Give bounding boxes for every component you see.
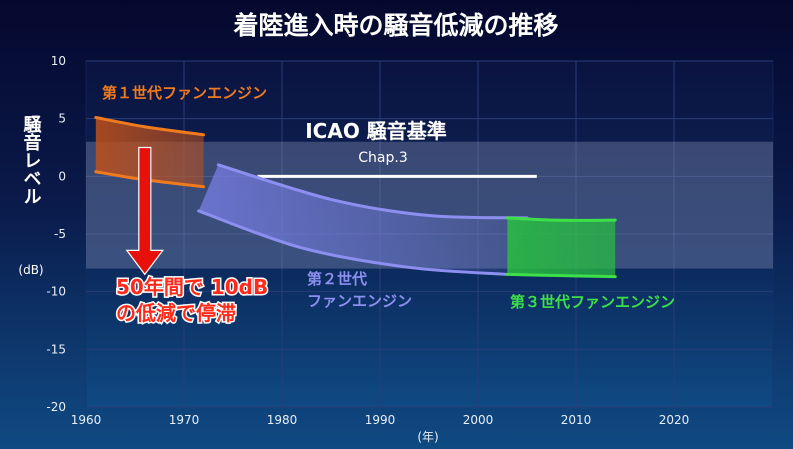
x-tick-label: 1960 — [71, 413, 102, 427]
x-axis-unit: (年) — [417, 430, 438, 444]
series-area-2 — [198, 164, 527, 275]
series-upper-line-2 — [216, 163, 529, 220]
y-tick-label: 10 — [51, 54, 66, 68]
x-tick-label: 2020 — [659, 413, 690, 427]
x-tick-label: 2010 — [561, 413, 592, 427]
series-lower-line-3 — [505, 272, 617, 279]
icao-label: ICAO 騒音基準 — [305, 119, 447, 143]
x-tick-label: 2000 — [463, 413, 494, 427]
gen2-label-line2: ファンエンジン — [307, 292, 412, 310]
reduction-note-line2: の低減で停滞 — [116, 301, 236, 325]
chap3-label: Chap.3 — [358, 150, 407, 166]
x-tick-label: 1970 — [169, 413, 200, 427]
x-tick-label: 1990 — [365, 413, 396, 427]
y-tick-label: -15 — [46, 342, 66, 356]
y-tick-label: -5 — [54, 227, 66, 241]
y-tick-label: 0 — [58, 169, 66, 183]
gen2-label-line1: 第２世代 — [307, 270, 367, 288]
series-upper-line-1 — [94, 116, 206, 137]
reduction-arrow — [125, 146, 164, 276]
series-lower-line-2 — [197, 209, 509, 276]
reduction-note-line1: 50年間で 10dB — [116, 275, 268, 299]
gen1-label: 第１世代ファンエンジン — [102, 84, 267, 102]
y-tick-label: -10 — [46, 285, 66, 299]
y-tick-label: 5 — [58, 112, 66, 126]
series-group — [94, 116, 617, 279]
series-area-3 — [507, 217, 616, 277]
y-axis-unit: (dB) — [18, 263, 43, 277]
x-tick-label: 1980 — [267, 413, 298, 427]
y-axis-label: 騒音レベル — [21, 115, 42, 205]
chart-title: 着陸進入時の騒音低減の推移 — [232, 11, 558, 40]
y-tick-label: -20 — [46, 400, 66, 414]
axes: 10 5 0 -5 -10 -15 -20 1960 1970 1980 1990 2000 2010 2… — [18, 54, 689, 444]
gen3-label: 第３世代ファンエンジン — [510, 293, 675, 311]
series-upper-line-3 — [505, 216, 617, 222]
